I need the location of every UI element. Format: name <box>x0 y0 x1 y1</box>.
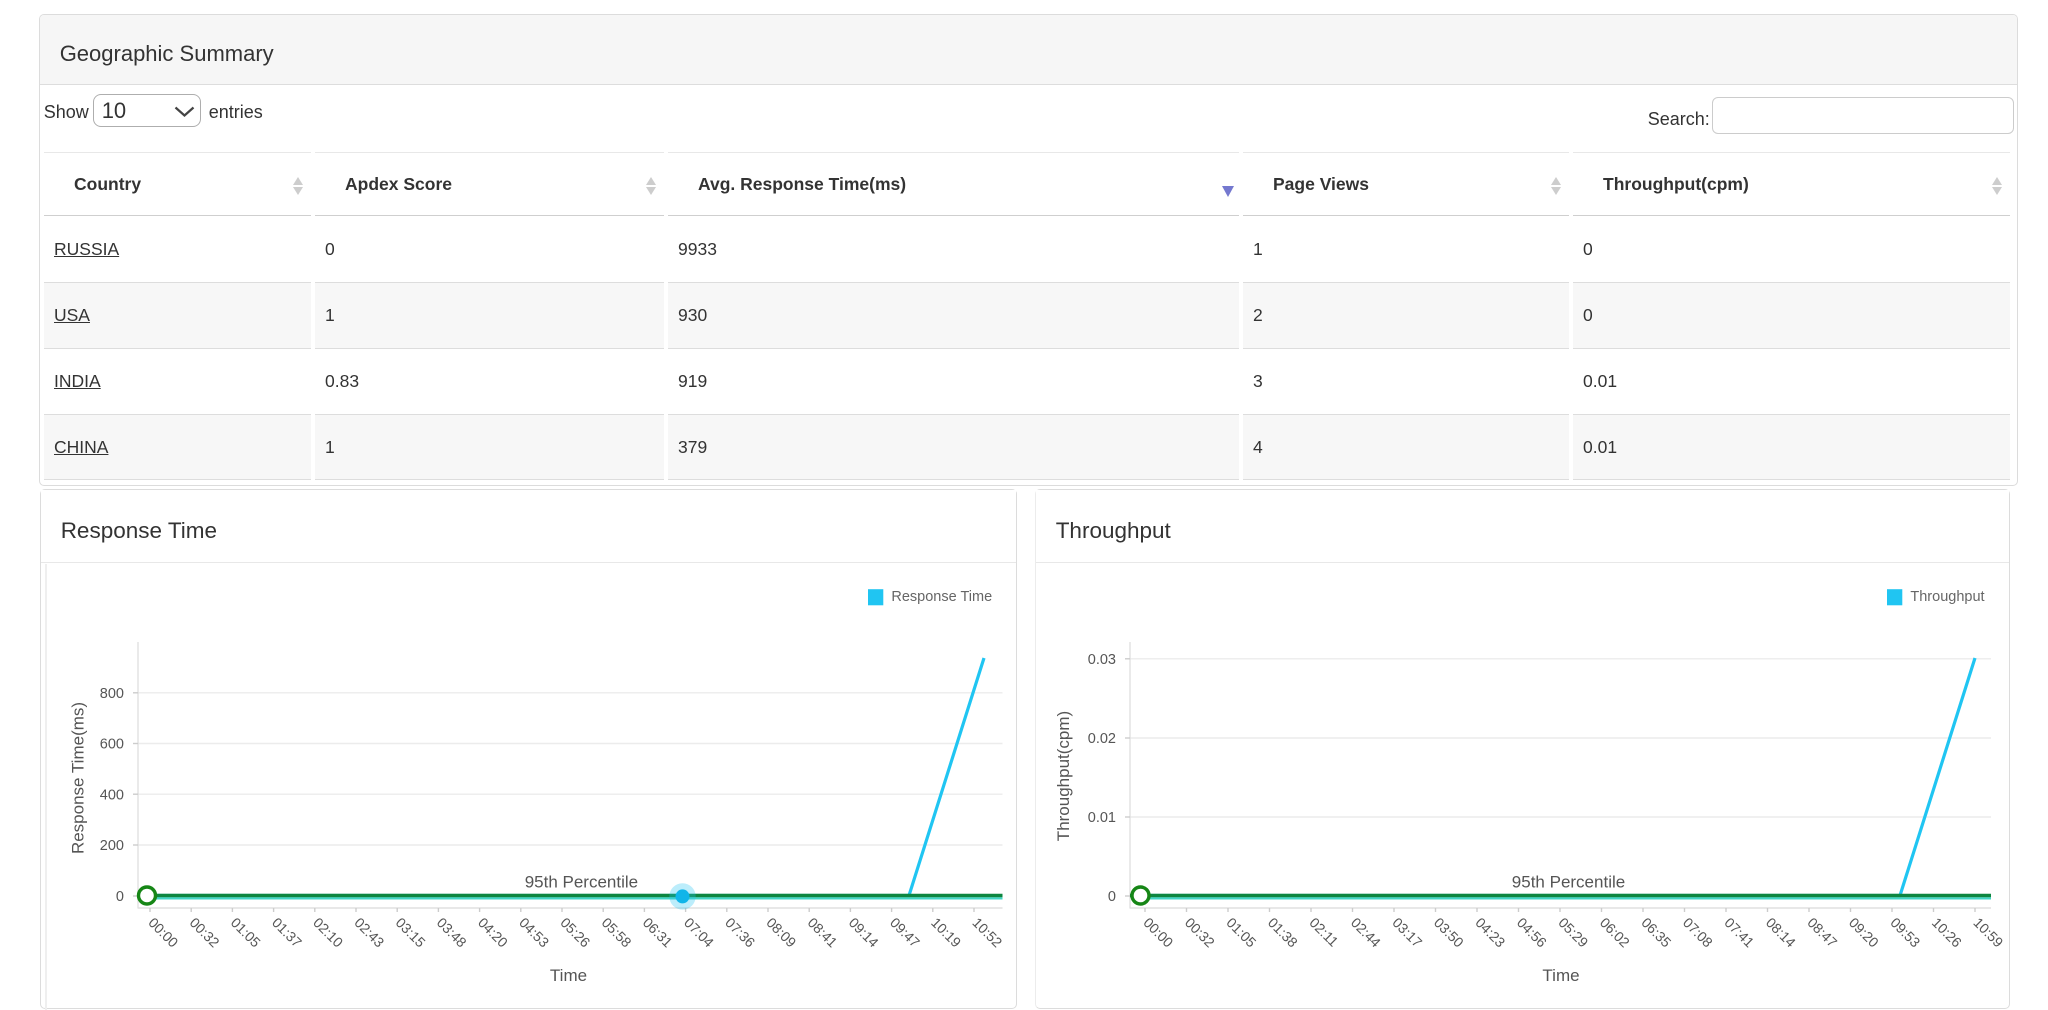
svg-text:07:36: 07:36 <box>722 914 758 950</box>
svg-text:07:04: 07:04 <box>681 914 717 950</box>
svg-text:05:26: 05:26 <box>557 914 593 950</box>
svg-text:04:23: 04:23 <box>1472 914 1508 950</box>
svg-text:0.02: 0.02 <box>1088 731 1116 747</box>
svg-text:95th Percentile: 95th Percentile <box>525 873 638 892</box>
svg-text:Throughput: Throughput <box>1910 589 1984 605</box>
svg-text:04:20: 04:20 <box>475 914 511 950</box>
svg-text:02:10: 02:10 <box>310 914 346 950</box>
svg-text:10:59: 10:59 <box>1970 914 2006 950</box>
svg-text:06:02: 06:02 <box>1597 914 1633 950</box>
svg-text:Time: Time <box>1542 966 1579 985</box>
svg-text:08:14: 08:14 <box>1763 914 1799 950</box>
svg-text:00:00: 00:00 <box>1140 914 1176 950</box>
svg-text:00:00: 00:00 <box>145 914 181 950</box>
svg-text:10:52: 10:52 <box>969 914 1005 950</box>
svg-text:04:56: 04:56 <box>1514 914 1550 950</box>
svg-text:01:05: 01:05 <box>1223 914 1259 950</box>
svg-text:0.01: 0.01 <box>1088 810 1116 826</box>
svg-text:03:50: 03:50 <box>1431 914 1467 950</box>
svg-text:07:41: 07:41 <box>1721 914 1757 950</box>
svg-text:07:08: 07:08 <box>1680 914 1716 950</box>
svg-text:08:41: 08:41 <box>805 914 841 950</box>
svg-text:01:05: 01:05 <box>228 914 264 950</box>
svg-text:00:32: 00:32 <box>187 914 223 950</box>
svg-text:0: 0 <box>116 889 124 905</box>
svg-text:0: 0 <box>1108 889 1116 905</box>
svg-text:Time: Time <box>550 966 587 985</box>
svg-text:10:26: 10:26 <box>1929 914 1965 950</box>
svg-text:06:31: 06:31 <box>640 914 676 950</box>
svg-text:08:09: 08:09 <box>763 914 799 950</box>
svg-text:00:32: 00:32 <box>1182 914 1218 950</box>
svg-text:09:53: 09:53 <box>1887 914 1923 950</box>
svg-text:02:44: 02:44 <box>1348 914 1384 950</box>
svg-text:01:38: 01:38 <box>1265 914 1301 950</box>
svg-text:Response Time: Response Time <box>891 589 992 605</box>
svg-text:200: 200 <box>100 838 124 854</box>
svg-text:Response Time(ms): Response Time(ms) <box>69 702 88 854</box>
svg-text:Throughput(cpm): Throughput(cpm) <box>1054 711 1073 841</box>
svg-text:10:19: 10:19 <box>928 914 964 950</box>
svg-text:0.03: 0.03 <box>1088 652 1116 668</box>
svg-text:03:17: 03:17 <box>1389 914 1425 950</box>
svg-text:95th Percentile: 95th Percentile <box>1512 873 1625 892</box>
svg-text:03:15: 03:15 <box>393 914 429 950</box>
svg-text:06:35: 06:35 <box>1638 914 1674 950</box>
svg-text:09:47: 09:47 <box>887 914 923 950</box>
svg-text:08:47: 08:47 <box>1804 914 1840 950</box>
svg-text:09:14: 09:14 <box>846 914 882 950</box>
svg-text:600: 600 <box>100 737 124 753</box>
svg-text:03:48: 03:48 <box>434 914 470 950</box>
svg-text:01:37: 01:37 <box>269 914 305 950</box>
svg-text:800: 800 <box>100 686 124 702</box>
svg-text:02:43: 02:43 <box>351 914 387 950</box>
svg-text:400: 400 <box>100 787 124 803</box>
svg-text:04:53: 04:53 <box>516 914 552 950</box>
svg-text:05:58: 05:58 <box>599 914 635 950</box>
svg-text:02:11: 02:11 <box>1306 914 1342 950</box>
svg-text:09:20: 09:20 <box>1846 914 1882 950</box>
svg-text:05:29: 05:29 <box>1555 914 1591 950</box>
